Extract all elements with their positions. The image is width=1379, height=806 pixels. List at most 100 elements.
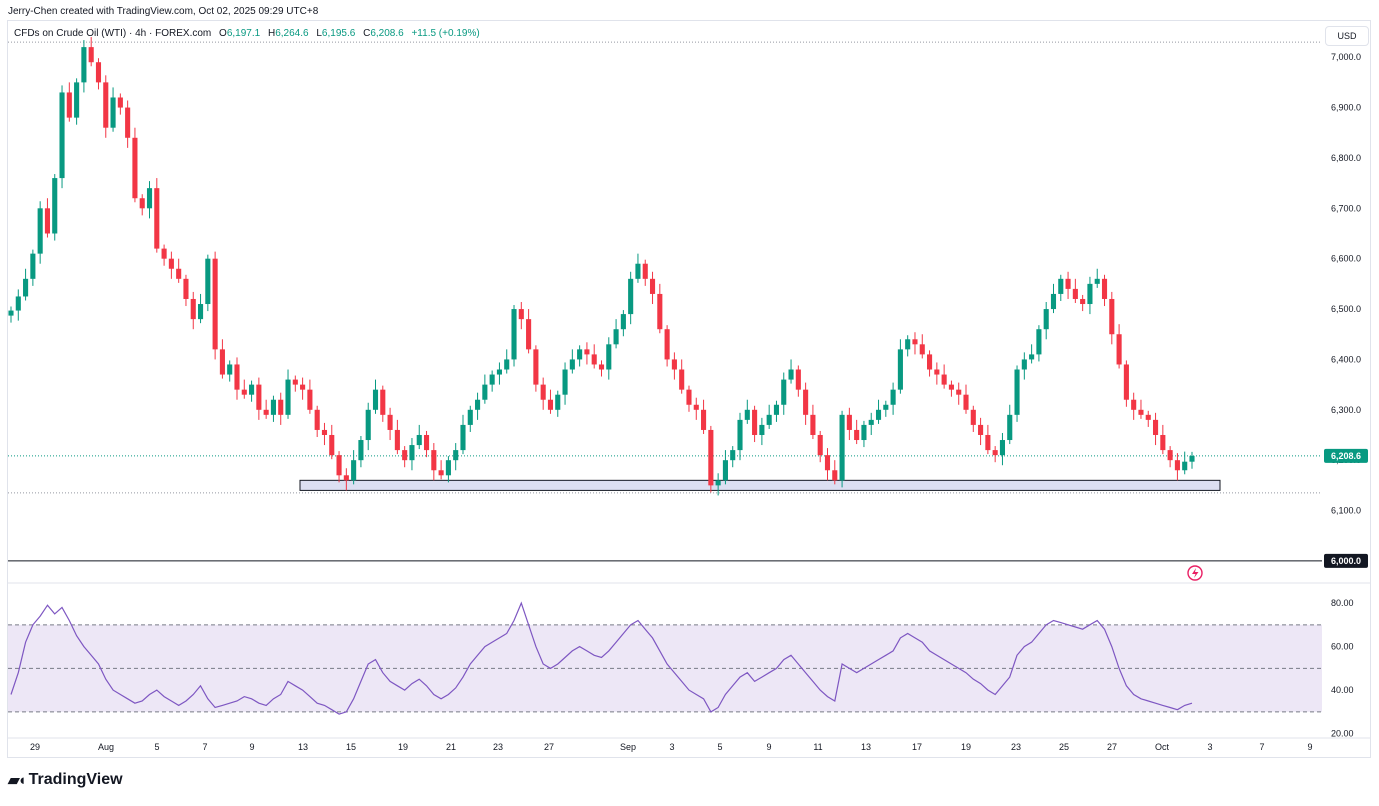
candle [1029,344,1035,364]
candle [701,399,707,434]
candle-body [795,369,801,390]
candle [74,78,80,125]
candle-body [613,329,619,345]
currency-button[interactable]: USD [1325,26,1369,46]
candle-body [292,379,298,385]
support-zone [299,479,1221,491]
candle [620,310,626,337]
candle-body [540,384,546,400]
price-tick-label: 6,600.0 [1331,254,1361,264]
candle-body [1080,298,1086,305]
candle [1014,365,1020,422]
price-axis: 6,100.06,200.06,300.06,400.06,500.06,600… [1324,52,1368,568]
candle-body [737,419,743,451]
candle-body [212,258,218,350]
candle [1109,291,1115,345]
candle [1007,404,1013,445]
candle [59,85,65,189]
candle [219,339,225,379]
candle-body [402,450,408,461]
price-tick-label: 6,800.0 [1331,153,1361,163]
candle-body [693,404,699,410]
candle-body [1050,293,1057,310]
candle-body [759,424,765,435]
candle [598,360,605,377]
price-tick-label: 6,700.0 [1331,203,1361,213]
candle [963,384,969,414]
candle [95,58,102,90]
flash-icon[interactable] [1187,565,1203,581]
candle [846,407,852,441]
candle-body [300,384,306,390]
candle-body [1138,409,1144,415]
candle-body [409,445,415,461]
candle [992,446,998,463]
candle-body [1174,460,1180,471]
time-tick-label: 3 [1207,742,1212,752]
candle [664,325,670,367]
candle [810,404,816,440]
time-tick-label: 7 [1259,742,1264,752]
candle-body [577,349,583,360]
high-value: 6,264.6 [275,28,309,39]
candle-body [489,374,495,385]
candle-body [905,339,911,350]
candle [948,380,954,397]
tradingview-logo[interactable]: ▰◖ TradingView [8,771,123,789]
candle-body [307,389,313,410]
last-price-label: 6,208.6 [1331,451,1361,461]
candle-body [606,344,612,370]
candle [380,385,386,422]
candle-body [817,434,823,456]
candle [708,425,714,493]
candle [270,395,276,422]
time-tick-label: 13 [861,742,871,752]
candle [613,319,619,349]
candle-body [190,298,196,320]
candle [832,460,838,485]
candle [569,349,575,374]
candle [562,362,568,405]
candle-body [868,419,874,425]
candle [1043,302,1049,340]
rsi-pane [8,601,1322,715]
candle-body [1094,278,1100,284]
candle-body [591,354,597,365]
candle [343,468,349,491]
time-tick-label: Sep [620,742,636,752]
candle [117,93,123,115]
candle [1189,451,1195,469]
rsi-tick-label: 40.00 [1331,685,1354,695]
rsi-tick-label: 60.00 [1331,642,1354,652]
candle-body [44,208,51,234]
candle [956,382,962,405]
candle [1050,283,1057,314]
candle [409,438,415,471]
candle-body [679,369,685,390]
candle [744,399,750,424]
candle [467,405,473,432]
candle [591,344,597,369]
candle-body [445,460,451,476]
candle-body [803,389,809,415]
candle [788,359,794,384]
candle [941,364,947,389]
candle [606,337,612,380]
candle [278,392,284,425]
candle-body [183,278,189,299]
symbol-title[interactable]: CFDs on Crude Oil (WTI) · 4h · FOREX.com [14,28,212,39]
candle [540,377,546,410]
time-axis: 29 Aug 5 7 9 13 15 19 21 23 27 Sep 3 5 9 11 13 17 19 23 25 27… [7,737,1371,752]
candle-body [1116,334,1122,365]
candle [628,271,634,325]
candle [482,374,488,404]
candle-body [351,460,357,481]
chart-frame [7,20,1371,758]
candle [868,412,874,435]
candle-body [263,409,269,415]
candle [1101,274,1108,307]
time-tick-label: 3 [669,742,674,752]
candle [307,379,313,414]
change-value: +11.5 (+0.19%) [411,28,480,39]
